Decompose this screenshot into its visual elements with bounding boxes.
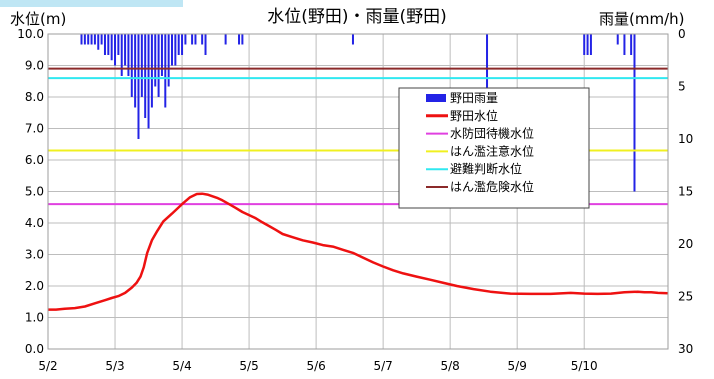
rain-bar — [107, 34, 110, 55]
x-tick-label: 5/4 — [172, 359, 191, 373]
tab-strip — [0, 0, 183, 7]
rain-bar — [224, 34, 227, 45]
rain-bar — [351, 34, 354, 45]
rain-bar — [100, 34, 103, 45]
axes: 0.0 1.0 2.0 3.0 4.0 5.0 6.0 7.0 8.0 9.0 10.0 0 5 10 15… — [17, 27, 693, 373]
legend-label: 避難判断水位 — [450, 161, 522, 176]
x-tick-label: 5/7 — [373, 359, 392, 373]
rain-bar — [194, 34, 197, 45]
right-tick-label: 15 — [678, 185, 693, 199]
right-tick-label: 10 — [678, 132, 693, 146]
left-tick-label: 4.0 — [25, 216, 44, 230]
rain-bar — [167, 34, 170, 87]
x-tick-label: 5/3 — [105, 359, 124, 373]
rain-bar — [174, 34, 177, 66]
rain-bar — [90, 34, 93, 45]
rain-bar — [181, 34, 184, 55]
rain-bar — [160, 34, 163, 76]
right-tick-label: 30 — [678, 342, 693, 356]
x-tick-label: 5/6 — [306, 359, 325, 373]
rain-bar — [586, 34, 589, 55]
left-tick-label: 9.0 — [25, 59, 44, 73]
x-tick-label: 5/5 — [239, 359, 258, 373]
rain-bar — [124, 34, 127, 66]
x-tick-label: 5/8 — [441, 359, 460, 373]
rain-bar — [241, 34, 244, 45]
rain-bar — [120, 34, 123, 76]
rain-bar — [486, 34, 489, 108]
rain-bar — [583, 34, 586, 55]
left-tick-label: 2.0 — [25, 279, 44, 293]
left-tick-label: 7.0 — [25, 122, 44, 136]
left-tick-label: 6.0 — [25, 153, 44, 167]
chart-title: 水位(野田)・雨量(野田) — [267, 7, 447, 27]
rain-bar — [117, 34, 120, 55]
rain-bar — [140, 34, 143, 97]
right-tick-label: 25 — [678, 290, 693, 304]
right-tick-label: 0 — [678, 27, 686, 41]
rain-bar — [130, 34, 133, 97]
legend-label: 水防団待機水位 — [450, 126, 534, 141]
right-tick-label: 5 — [678, 80, 686, 94]
right-axis-title: 雨量(mm/h) — [599, 10, 685, 28]
rain-bar — [80, 34, 83, 45]
rain-bar — [204, 34, 207, 55]
rain-bar — [238, 34, 241, 45]
legend-label: はん濫注意水位 — [450, 143, 534, 158]
left-tick-label: 3.0 — [25, 248, 44, 262]
x-tick-label: 5/2 — [38, 359, 57, 373]
rain-bar — [633, 34, 636, 192]
left-axis-title: 水位(m) — [10, 10, 66, 28]
rain-bar — [157, 34, 160, 97]
rain-bar — [127, 34, 130, 76]
rain-bars — [80, 34, 636, 192]
rain-bar — [154, 34, 157, 87]
rain-bar — [589, 34, 592, 55]
rain-bar — [150, 34, 153, 108]
rain-bar — [177, 34, 180, 55]
rain-bar — [93, 34, 96, 45]
plot-frame — [47, 33, 669, 350]
level-series-line — [48, 192, 669, 311]
legend-swatch — [426, 94, 446, 102]
x-tick-label: 5/10 — [571, 359, 598, 373]
rain-bar — [103, 34, 106, 55]
rain-bar — [147, 34, 150, 129]
rain-bar — [137, 34, 140, 139]
left-tick-label: 0.0 — [25, 342, 44, 356]
rain-bar — [616, 34, 619, 45]
rain-bar — [97, 34, 100, 50]
rain-bar — [164, 34, 167, 108]
left-tick-label: 1.0 — [25, 311, 44, 325]
rain-bar — [630, 34, 633, 55]
legend-label: 野田雨量 — [450, 91, 498, 105]
rain-bar — [171, 34, 173, 66]
rain-bar — [623, 34, 626, 55]
rain-bar — [191, 34, 194, 45]
left-tick-label: 5.0 — [25, 185, 44, 199]
rain-bar — [201, 34, 204, 45]
left-tick-label: 10.0 — [17, 27, 44, 41]
rain-bar — [134, 34, 137, 108]
rain-bar — [114, 34, 117, 66]
rain-bar — [144, 34, 147, 118]
left-tick-label: 8.0 — [25, 90, 44, 104]
legend-label: はん濫危険水位 — [450, 179, 534, 194]
right-tick-label: 20 — [678, 237, 693, 251]
rain-bar — [184, 34, 187, 45]
x-tick-label: 5/9 — [508, 359, 527, 373]
level-line — [48, 192, 669, 311]
legend-label: 野田水位 — [450, 108, 498, 123]
rain-bar — [110, 34, 113, 61]
rain-bar — [87, 34, 90, 45]
rain-bar — [83, 34, 86, 45]
